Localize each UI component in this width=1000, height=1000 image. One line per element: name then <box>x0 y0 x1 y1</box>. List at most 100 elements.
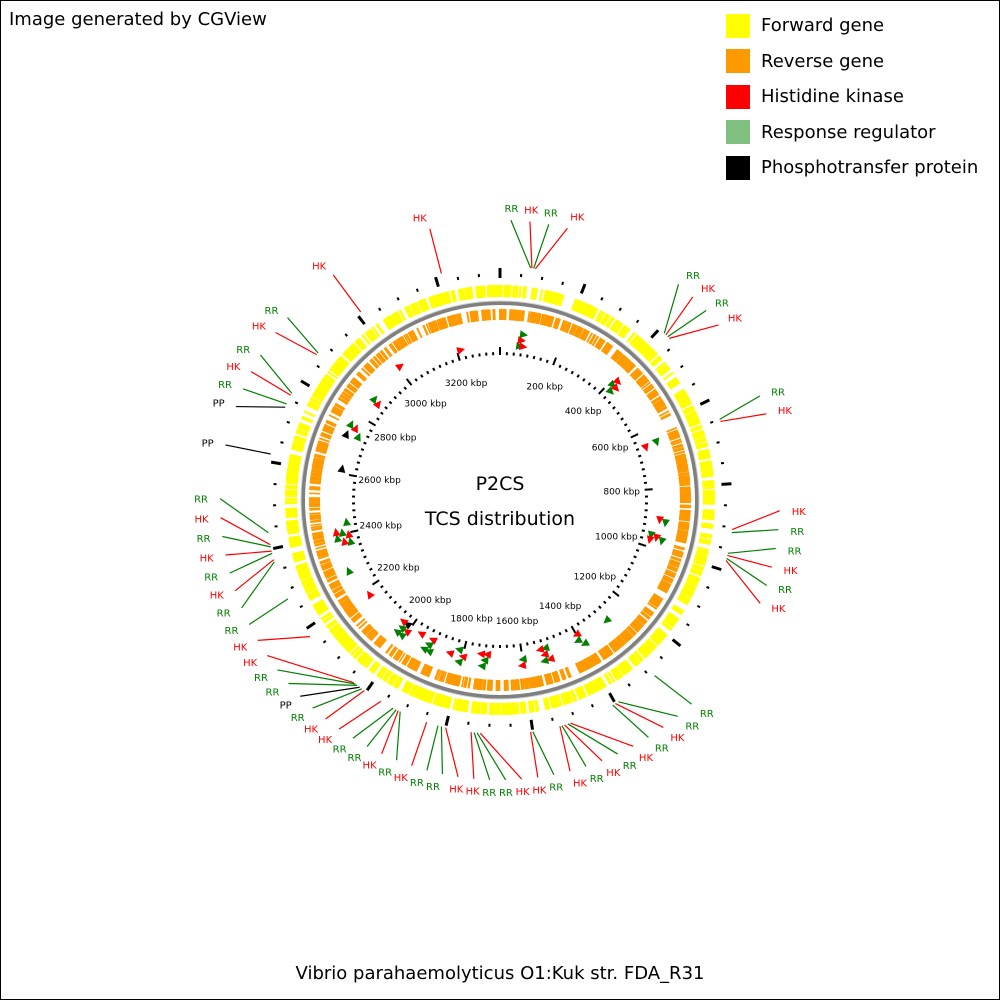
forward-gene <box>627 656 638 667</box>
callout-line <box>669 324 719 339</box>
reverse-gene <box>320 431 332 438</box>
forward-gene <box>350 645 361 656</box>
reverse-gene <box>670 438 682 445</box>
legend-label: Forward gene <box>761 15 885 37</box>
forward-gene <box>698 455 711 461</box>
reverse-gene <box>675 536 688 542</box>
reverse-gene <box>678 516 691 522</box>
forward-gene <box>621 328 631 339</box>
reverse-gene <box>676 532 688 537</box>
forward-gene <box>649 635 660 646</box>
reverse-gene <box>344 387 355 396</box>
ruler-tick <box>438 631 442 636</box>
forward-gene <box>326 619 338 630</box>
tcs-marker <box>350 424 358 434</box>
forward-gene <box>455 698 461 711</box>
reverse-gene <box>592 652 601 664</box>
reverse-gene <box>438 670 445 682</box>
forward-gene <box>287 530 300 535</box>
tcs-label: RR <box>333 744 347 755</box>
outer-tick <box>322 640 327 644</box>
forward-gene <box>297 568 310 575</box>
forward-gene <box>684 582 697 590</box>
forward-gene <box>389 673 397 686</box>
reverse-gene <box>677 467 689 472</box>
ruler-tick <box>388 595 393 600</box>
tcs-label: HK <box>783 566 798 577</box>
forward-gene <box>286 523 299 527</box>
forward-gene <box>684 411 698 420</box>
reverse-gene <box>444 672 451 684</box>
tcs-label: RR <box>197 534 211 545</box>
ruler-tick <box>623 423 628 427</box>
reverse-gene <box>659 580 671 588</box>
reverse-gene <box>599 648 608 660</box>
reverse-gene <box>315 545 327 550</box>
tcs-marker <box>347 537 356 546</box>
forward-gene <box>334 629 347 641</box>
reverse-gene <box>651 594 663 603</box>
reverse-gene <box>631 369 642 380</box>
tcs-label: HK <box>304 724 319 735</box>
reverse-gene <box>675 538 687 544</box>
reverse-gene <box>580 329 588 340</box>
forward-gene <box>298 422 311 431</box>
backbone-ring-highlight <box>300 300 700 700</box>
reverse-gene <box>466 311 470 323</box>
reverse-gene <box>640 610 651 620</box>
forward-gene <box>436 293 443 307</box>
forward-gene <box>544 290 551 303</box>
forward-gene <box>669 380 681 390</box>
ruler-tick <box>384 590 388 594</box>
reverse-gene <box>429 321 436 333</box>
forward-gene <box>609 669 619 681</box>
reverse-gene <box>318 437 330 443</box>
callout-line <box>429 228 442 274</box>
outer-tick <box>280 441 284 444</box>
reverse-gene <box>350 612 361 621</box>
forward-gene <box>700 468 714 473</box>
reverse-gene <box>519 678 524 690</box>
tcs-label: RR <box>504 204 518 215</box>
ruler-tick <box>539 357 543 361</box>
forward-gene <box>676 394 689 403</box>
ruler-tick <box>564 367 568 372</box>
forward-gene <box>626 331 636 343</box>
forward-gene <box>422 689 429 702</box>
reverse-gene <box>664 571 676 579</box>
tcs-label: HK <box>524 206 539 217</box>
tcs-label: RR <box>544 208 558 219</box>
callout-line <box>726 557 767 586</box>
reverse-gene <box>516 678 521 691</box>
forward-gene <box>291 443 305 450</box>
reverse-gene <box>604 344 613 355</box>
reverse-gene <box>410 329 419 341</box>
forward-gene <box>445 696 452 709</box>
forward-gene <box>286 470 299 476</box>
reverse-gene <box>612 351 622 362</box>
forward-gene <box>364 330 376 343</box>
reverse-gene <box>310 475 322 481</box>
reverse-gene <box>633 619 644 628</box>
reverse-gene <box>668 432 680 439</box>
forward-gene <box>598 676 607 689</box>
reverse-gene <box>368 630 378 640</box>
tcs-marker <box>337 464 346 474</box>
reverse-gene <box>511 309 516 321</box>
tcs-label: RR <box>790 527 804 538</box>
forward-gene <box>596 311 606 323</box>
callout-line <box>731 529 779 534</box>
tcs-label: HK <box>449 785 464 796</box>
forward-gene <box>556 293 563 306</box>
reverse-gene <box>671 440 683 446</box>
tcs-label: RR <box>266 687 280 698</box>
reverse-gene <box>536 675 542 688</box>
reverse-gene <box>315 548 328 554</box>
callout-line <box>727 547 776 554</box>
ruler-tick <box>593 609 597 614</box>
forward-gene <box>394 310 404 323</box>
forward-gene <box>327 370 338 380</box>
forward-gene <box>637 648 647 659</box>
callout-line <box>479 732 523 780</box>
reverse-gene <box>331 585 343 593</box>
